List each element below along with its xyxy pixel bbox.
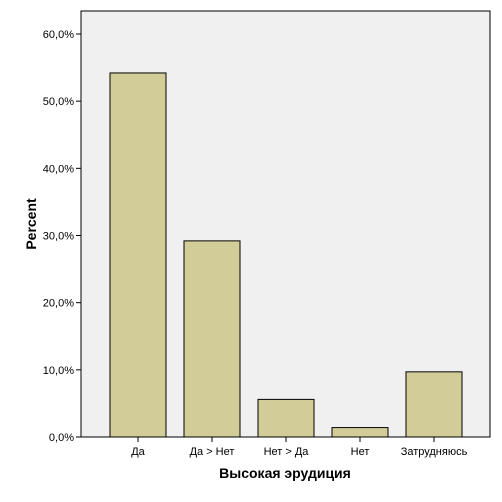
x-axis-title: Высокая эрудиция <box>219 465 351 481</box>
y-axis-title: Percent <box>23 198 39 250</box>
y-tick-label: 0,0% <box>49 432 74 444</box>
x-tick-label: Нет <box>351 446 370 458</box>
y-tick-label: 40,0% <box>43 163 74 175</box>
x-tick-label: Затрудняюсь <box>401 446 468 458</box>
y-tick-label: 50,0% <box>43 96 74 108</box>
bar <box>257 398 315 438</box>
x-axis: Да Да > Нет Нет > Да Нет Затрудняюсь <box>131 437 468 458</box>
bar <box>183 240 241 438</box>
bars <box>109 72 463 438</box>
y-tick-label: 10,0% <box>43 365 74 377</box>
bar <box>405 371 463 438</box>
y-tick-label: 20,0% <box>43 298 74 310</box>
x-tick-label: Да <box>131 446 145 458</box>
y-tick-label: 60,0% <box>43 29 74 41</box>
y-tick-label: 30,0% <box>43 231 74 243</box>
bar <box>331 427 389 438</box>
x-tick-label: Да > Нет <box>190 446 235 458</box>
x-tick-label: Нет > Да <box>264 446 310 458</box>
y-axis: 0,0% 10,0% 20,0% 30,0% 40,0% 50,0% 60,0% <box>43 29 81 444</box>
bar <box>109 72 167 438</box>
